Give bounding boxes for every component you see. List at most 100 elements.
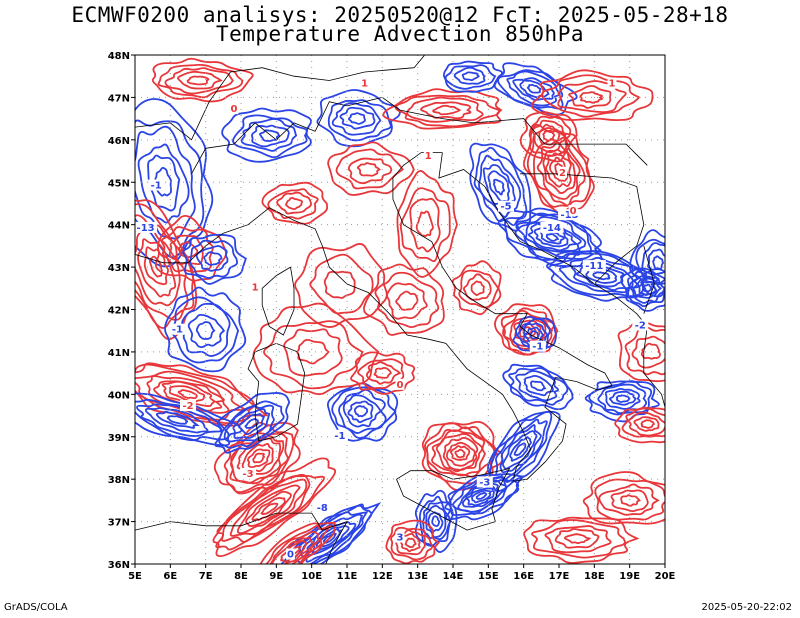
- advection-contour: [531, 119, 567, 154]
- contour-layer: [135, 57, 665, 564]
- advection-contour: [582, 471, 665, 525]
- advection-contour: [347, 400, 374, 424]
- advection-contour: [232, 408, 271, 440]
- contour-cluster: [212, 457, 337, 558]
- advection-contour: [453, 66, 486, 85]
- lat-tick-label: 37N: [108, 518, 130, 529]
- advection-contour: [237, 413, 266, 436]
- coastline: [191, 96, 443, 174]
- advection-contour: [451, 260, 502, 316]
- lat-tick-label: 46N: [108, 136, 130, 147]
- svg-text:-3: -3: [479, 477, 490, 488]
- svg-text:1: 1: [361, 79, 368, 90]
- contour-cluster: [421, 421, 504, 491]
- svg-text:-1: -1: [532, 342, 543, 353]
- svg-text:-1: -1: [151, 180, 162, 191]
- contour-cluster: [396, 170, 458, 278]
- contour-label: -1: [529, 340, 546, 353]
- advection-contour: [420, 101, 472, 120]
- advection-contour: [523, 374, 554, 397]
- contour-label-layer: -1-13-2-3-80-5-14-13-112011-2-1-33-10-11…: [135, 77, 649, 561]
- contour-label: -14: [540, 221, 564, 234]
- advection-contour: [575, 265, 625, 288]
- contour-label: -5: [498, 200, 514, 213]
- svg-text:1: 1: [252, 282, 259, 293]
- advection-contour: [135, 203, 195, 329]
- lon-tick-label: 19E: [619, 571, 640, 582]
- advection-contour: [259, 129, 281, 142]
- advection-contour: [624, 325, 665, 376]
- advection-contour: [549, 156, 569, 182]
- svg-text:0: 0: [570, 206, 577, 217]
- advection-contour: [512, 77, 555, 101]
- contour-cluster: [294, 243, 388, 328]
- advection-contour: [203, 251, 223, 266]
- advection-contour: [232, 114, 308, 159]
- advection-contour: [160, 226, 214, 273]
- advection-contour: [506, 70, 561, 107]
- advection-contour: [293, 511, 369, 564]
- contour-cluster: [519, 111, 578, 163]
- advection-contour: [640, 342, 661, 360]
- advection-contour: [135, 362, 270, 427]
- svg-text:1: 1: [609, 79, 616, 90]
- advection-contour: [462, 273, 492, 301]
- svg-text:-3: -3: [243, 469, 254, 480]
- lon-tick-label: 9E: [269, 571, 283, 582]
- coastline: [135, 67, 295, 141]
- advection-contour: [135, 197, 198, 341]
- lat-tick-label: 47N: [108, 93, 130, 104]
- advection-contour: [502, 430, 538, 470]
- advection-contour: [526, 83, 542, 94]
- contour-label: 0: [229, 103, 239, 115]
- advection-contour: [189, 239, 238, 279]
- advection-contour: [240, 118, 298, 152]
- advection-contour: [399, 532, 421, 553]
- advection-contour: [280, 540, 308, 563]
- advection-contour: [442, 436, 479, 471]
- svg-text:2: 2: [559, 168, 566, 179]
- contour-label: -3: [476, 476, 493, 488]
- coastline: [442, 118, 648, 166]
- advection-contour: [373, 366, 392, 379]
- advection-contour: [267, 188, 319, 220]
- advection-contour: [353, 405, 369, 418]
- advection-contour: [504, 210, 602, 261]
- advection-contour: [395, 290, 419, 311]
- advection-contour: [530, 69, 654, 121]
- advection-contour: [610, 489, 649, 513]
- coastline: [247, 342, 306, 442]
- advection-contour: [627, 411, 665, 437]
- contour-cluster: [327, 141, 415, 196]
- advection-contour: [135, 119, 205, 259]
- advection-contour: [296, 338, 330, 365]
- advection-contour: [316, 89, 401, 148]
- advection-contour: [544, 525, 612, 554]
- svg-text:-1: -1: [172, 325, 183, 336]
- contour-cluster: [530, 69, 654, 121]
- contour-cluster: [214, 392, 291, 454]
- advection-contour: [409, 197, 441, 253]
- advection-contour: [221, 107, 312, 163]
- advection-contour: [236, 484, 301, 535]
- advection-contour: [632, 276, 663, 299]
- advection-contour: [523, 516, 640, 564]
- contour-label: -3: [240, 467, 257, 480]
- advection-contour: [528, 115, 572, 157]
- advection-contour: [221, 473, 311, 543]
- advection-contour: [135, 98, 214, 268]
- advection-contour: [495, 418, 548, 482]
- advection-contour: [585, 267, 618, 284]
- advection-contour: [263, 320, 364, 390]
- advection-contour: [641, 242, 665, 284]
- advection-contour: [260, 502, 279, 516]
- advection-contour: [640, 419, 655, 429]
- contour-cluster: [135, 392, 243, 447]
- advection-contour: [247, 448, 271, 469]
- advection-contour: [143, 246, 169, 286]
- contour-label: -8: [314, 501, 331, 514]
- coastline: [396, 468, 511, 531]
- advection-contour: [164, 286, 247, 373]
- svg-text:0: 0: [397, 380, 404, 391]
